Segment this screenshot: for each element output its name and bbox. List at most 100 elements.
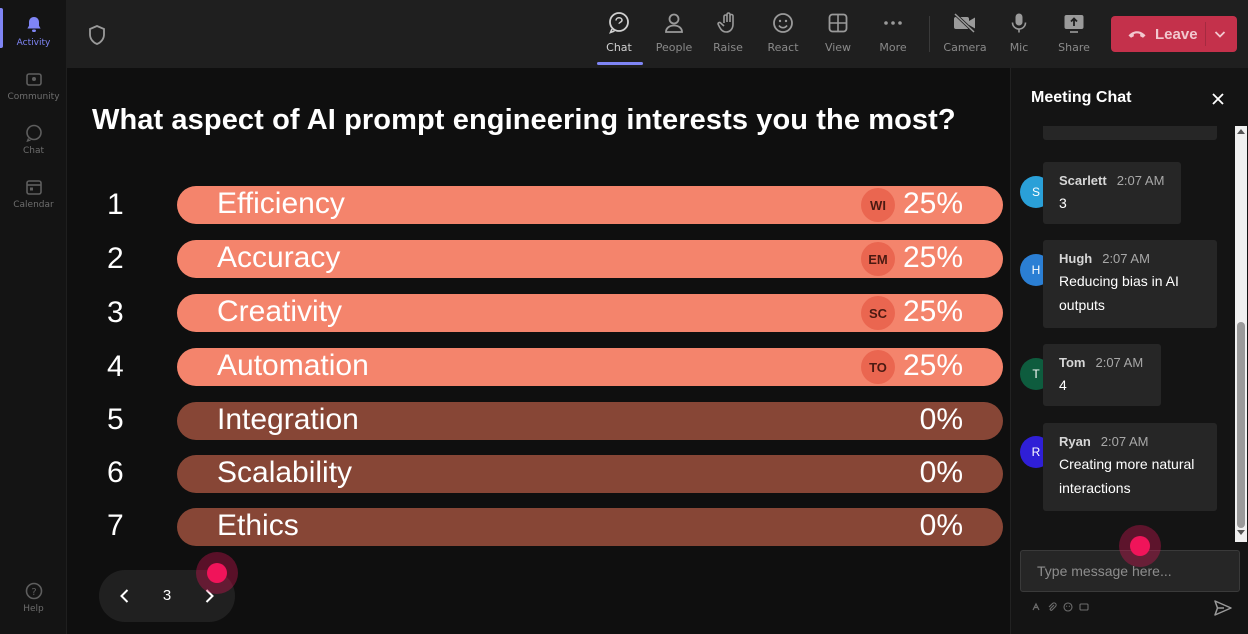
chevron-down-icon[interactable]	[1213, 27, 1227, 41]
sender-name: Tom	[1059, 355, 1086, 370]
rail-item-chat[interactable]: Chat	[0, 112, 67, 164]
poll-option-bar[interactable]: Scalability 0%	[177, 455, 1003, 493]
option-percent: 0%	[919, 509, 963, 542]
camera-button-label: Camera	[943, 41, 987, 54]
leave-button-label: Leave	[1155, 25, 1198, 43]
poll-question: What aspect of AI prompt engineering int…	[92, 104, 956, 136]
option-label: Efficiency	[217, 187, 345, 220]
voter-avatar: EM	[861, 242, 895, 276]
poll-option-bar[interactable]: Integration 0%	[177, 402, 1003, 440]
pointer-indicator	[1119, 525, 1161, 567]
bell-icon	[23, 14, 45, 36]
poll-option-bar[interactable]: Accuracy EM 25%	[177, 240, 1003, 278]
raise-hand-button[interactable]: Raise	[702, 10, 754, 62]
person-icon	[661, 10, 687, 36]
message-time: 2:07 AM	[1100, 434, 1149, 449]
view-button-label: View	[824, 41, 852, 54]
close-icon[interactable]	[1209, 90, 1227, 108]
message-time: 2:07 AM	[1116, 173, 1165, 188]
poll-option-bar[interactable]: Ethics 0%	[177, 508, 1003, 546]
scroll-up-arrow-icon[interactable]	[1237, 129, 1245, 134]
toolbar-divider	[929, 16, 930, 52]
message-text: 3	[1059, 195, 1067, 211]
rail-item-label: Calendar	[13, 200, 54, 210]
poll-results: What aspect of AI prompt engineering int…	[67, 68, 1010, 634]
sender-name: Scarlett	[1059, 173, 1107, 188]
message-bubble: Scarlett 2:07 AM 3	[1043, 162, 1181, 224]
mic-button[interactable]: Mic	[993, 10, 1045, 62]
share-screen-icon	[1061, 10, 1087, 36]
message-bubble-clipped	[1043, 126, 1217, 140]
rail-item-label: Community	[7, 92, 60, 102]
chat-button-label: Chat	[606, 41, 632, 54]
microphone-icon	[1006, 10, 1032, 36]
emoji-icon[interactable]	[1063, 602, 1073, 612]
option-number: 5	[107, 403, 124, 436]
help-icon: ?	[23, 580, 45, 602]
option-label: Creativity	[217, 295, 343, 328]
composer-toolbar	[1031, 602, 1089, 612]
community-icon	[23, 68, 45, 90]
chat-message-list[interactable]: S Scarlett 2:07 AM 3 H Hugh 2:07 AM Reduci…	[1011, 126, 1237, 542]
option-percent: 25%	[902, 349, 963, 382]
message-text: 4	[1059, 377, 1067, 393]
leave-button[interactable]: Leave	[1111, 16, 1237, 52]
rail-item-calendar[interactable]: Calendar	[0, 166, 67, 218]
chat-scrollbar[interactable]	[1235, 126, 1247, 542]
gif-icon[interactable]	[1079, 602, 1089, 612]
option-number: 3	[107, 296, 124, 329]
message-composer	[1020, 550, 1240, 592]
rail-active-indicator	[0, 8, 3, 48]
poll-option-bar[interactable]: Efficiency WI 25%	[177, 186, 1003, 224]
view-button[interactable]: View	[812, 10, 864, 62]
option-number: 1	[107, 188, 124, 221]
rail-item-help[interactable]: ? Help	[0, 570, 67, 622]
share-button[interactable]: Share	[1048, 10, 1100, 62]
message-bubble: Ryan 2:07 AM Creating more natural intera…	[1043, 423, 1217, 511]
chevron-left-icon[interactable]	[115, 586, 135, 606]
rail-item-label: Activity	[16, 38, 51, 48]
hand-icon	[715, 10, 741, 36]
shield-icon	[87, 24, 107, 46]
camera-button[interactable]: Camera	[939, 10, 991, 62]
rail-item-activity[interactable]: Activity	[0, 4, 67, 56]
react-button-label: React	[767, 41, 799, 54]
page-number: 3	[162, 587, 172, 604]
more-button[interactable]: More	[867, 10, 919, 62]
option-label: Automation	[217, 349, 369, 382]
share-button-label: Share	[1058, 41, 1090, 54]
active-tab-indicator	[597, 62, 643, 65]
people-button[interactable]: People	[648, 10, 700, 62]
sender-name: Hugh	[1059, 251, 1093, 266]
more-dots-icon	[880, 10, 906, 36]
message-input[interactable]	[1021, 551, 1239, 591]
voter-avatar: TO	[861, 350, 895, 384]
scroll-down-arrow-icon[interactable]	[1237, 530, 1245, 535]
poll-option-bar[interactable]: Creativity SC 25%	[177, 294, 1003, 332]
option-percent: 25%	[902, 295, 963, 328]
meeting-toolbar: Chat People Raise React View More	[67, 0, 1248, 68]
option-percent: 0%	[919, 403, 963, 436]
chevron-right-icon[interactable]	[199, 586, 219, 606]
poll-option-bar[interactable]: Automation TO 25%	[177, 348, 1003, 386]
option-number: 2	[107, 242, 124, 275]
chat-button[interactable]: Chat	[593, 10, 645, 62]
raise-button-label: Raise	[713, 41, 743, 54]
svg-text:?: ?	[31, 587, 36, 598]
rail-item-community[interactable]: Community	[0, 58, 67, 110]
attach-icon[interactable]	[1047, 602, 1057, 612]
leave-button-divider	[1205, 22, 1206, 46]
rail-item-label: Chat	[22, 146, 45, 156]
voter-avatar: WI	[861, 188, 895, 222]
option-label: Ethics	[217, 509, 299, 542]
react-button[interactable]: React	[757, 10, 809, 62]
option-percent: 25%	[902, 187, 963, 220]
option-percent: 0%	[919, 456, 963, 489]
scrollbar-thumb[interactable]	[1237, 322, 1245, 528]
people-button-label: People	[655, 41, 693, 54]
chat-bubble-icon	[23, 122, 45, 144]
send-icon[interactable]	[1213, 599, 1233, 617]
chat-title: Meeting Chat	[1031, 89, 1132, 106]
format-icon[interactable]	[1031, 602, 1041, 612]
chat-bubble-icon	[606, 10, 632, 36]
